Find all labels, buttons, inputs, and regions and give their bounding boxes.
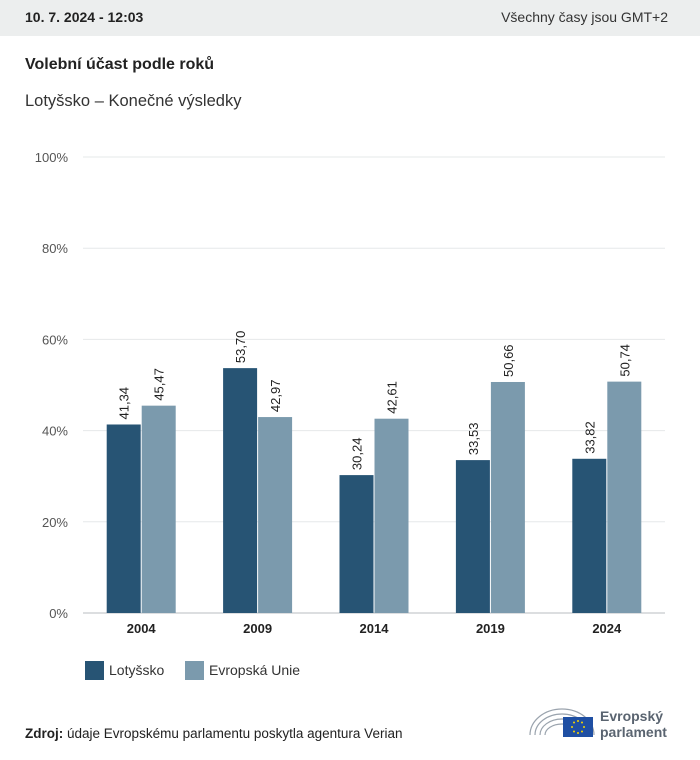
x-tick-label: 2014 <box>360 621 390 636</box>
eu-flag-icon <box>563 717 593 737</box>
logo-line-2: parlament <box>600 724 667 740</box>
bar <box>106 424 141 613</box>
bar <box>374 418 409 613</box>
legend-label-latvia: Lotyšsko <box>109 662 165 678</box>
y-tick-label: 100% <box>35 150 69 165</box>
data-label: 33,53 <box>466 423 481 456</box>
y-tick-label: 60% <box>42 332 68 347</box>
data-label: 45,47 <box>152 368 167 401</box>
data-label: 50,66 <box>501 344 516 377</box>
bar <box>339 475 374 613</box>
parliament-hemicycle-icon <box>529 708 595 737</box>
bar <box>141 405 176 613</box>
chart-subtitle: Lotyšsko – Konečné výsledky <box>25 92 242 110</box>
y-tick-label: 20% <box>42 515 68 530</box>
x-tick-label: 2009 <box>243 621 272 636</box>
data-label: 50,74 <box>617 344 632 377</box>
x-tick-label: 2019 <box>476 621 505 636</box>
data-label: 42,97 <box>268 380 283 413</box>
timestamp: 10. 7. 2024 - 12:03 <box>25 9 144 25</box>
bar <box>223 368 258 613</box>
logo-line-1: Evropský <box>600 708 664 724</box>
data-label: 30,24 <box>350 438 365 471</box>
source-text: údaje Evropskému parlamentu poskytla age… <box>67 726 403 741</box>
bar <box>490 381 525 613</box>
bar <box>455 460 490 613</box>
source-label: Zdroj: <box>25 726 64 741</box>
logo-text: Evropský parlament <box>600 708 667 740</box>
bar-chart: 0% 20% 40% 60% 80% 100% 41,34 45,47 2004 53,70 42,… <box>35 150 665 636</box>
timezone-note: Všechny časy jsou GMT+2 <box>501 9 668 25</box>
european-parliament-logo: Evropský parlament <box>527 701 687 745</box>
data-label: 42,61 <box>385 381 400 414</box>
bar <box>572 458 607 613</box>
x-tick-label: 2004 <box>127 621 157 636</box>
legend-label-eu: Evropská Unie <box>209 662 301 678</box>
y-tick-label: 40% <box>42 424 68 439</box>
y-tick-label: 0% <box>49 606 68 621</box>
top-bar: 10. 7. 2024 - 12:03 Všechny časy jsou GM… <box>0 0 700 36</box>
data-label: 33,82 <box>582 421 597 454</box>
bar <box>607 381 642 613</box>
legend-swatch-eu <box>185 661 204 680</box>
source-note: Zdroj: údaje Evropskému parlamentu posky… <box>25 726 402 741</box>
data-label: 53,70 <box>233 331 248 364</box>
x-tick-label: 2024 <box>592 621 622 636</box>
legend-swatch-latvia <box>85 661 104 680</box>
bar <box>258 417 293 613</box>
data-label: 41,34 <box>117 387 132 420</box>
y-tick-label: 80% <box>42 241 68 256</box>
chart-title: Volební účast podle roků <box>25 56 215 73</box>
